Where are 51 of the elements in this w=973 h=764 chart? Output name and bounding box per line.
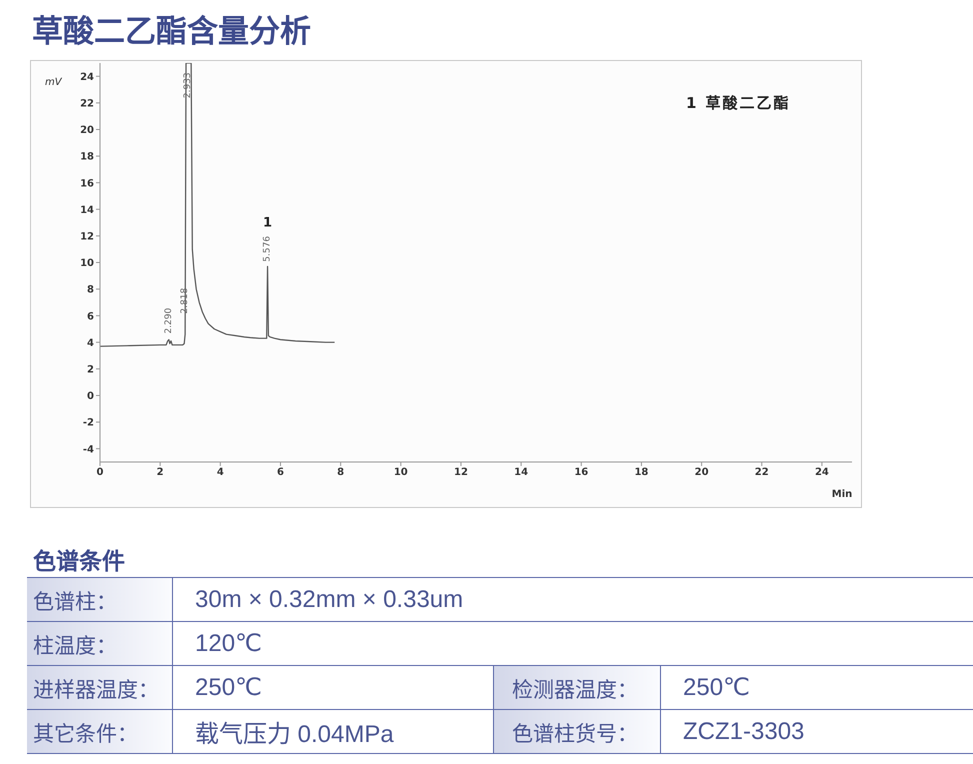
text: 载气压力 0.04MPa [195,720,394,749]
x-tick-label: 14 [514,467,528,478]
x-axis-title: Min [832,489,852,500]
line-series [100,63,336,347]
x-tick-label: 12 [454,467,468,478]
y-tick-label: 20 [80,125,94,136]
annotation: 2.933 [183,72,194,98]
text: 250℃ [683,673,750,702]
text: ZCZ1-3303 [683,718,804,746]
y-tick-label: 10 [80,258,94,270]
y-tick-label: 14 [80,204,94,216]
y-tick-label: -2 [82,418,94,429]
y-tick-label: 2 [87,364,94,376]
chart-title: 草酸二乙酯含量分析 [32,14,311,50]
y-tick-label: 16 [80,178,94,190]
x-tick-label: 16 [574,467,588,478]
text: 其它条件： [33,720,138,746]
annotation: 5.576 [262,236,273,262]
x-tick-label: 4 [216,467,224,478]
x-tick-label: 0 [96,467,104,478]
y-tick-label: 22 [80,98,94,110]
text: 检测器温度： [512,676,638,702]
text: 进样器温度： [33,676,159,702]
text: 120℃ [195,629,262,658]
x-tick-label: 6 [276,467,284,478]
y-tick-label: 24 [80,72,94,83]
y-tick-label: 12 [80,231,94,242]
annotation: 1 [263,214,272,230]
x-tick-label: 22 [754,467,769,478]
text: 柱温度： [33,632,117,658]
y-tick-label: 0 [87,391,94,402]
text: 色谱条件 [33,549,125,575]
text: 250℃ [195,673,262,702]
x-tick-label: 2 [156,467,164,478]
y-tick-label: 6 [87,311,94,322]
y-tick-label: -4 [82,444,94,456]
x-tick-label: 8 [337,467,344,478]
annotation: 2.290 [164,308,174,334]
text: 色谱柱： [33,588,117,614]
x-tick-label: 10 [394,467,408,478]
y-axis-title: mV [45,77,63,88]
annotation: 1 草酸二乙酯 [686,94,791,112]
y-tick-label: 8 [87,284,94,296]
text: 30m × 0.32mm × 0.33um [195,586,464,614]
x-tick-label: 20 [694,467,709,478]
x-tick-label: 24 [814,467,829,478]
y-tick-label: 4 [87,338,94,349]
annotation: 2.818 [180,288,190,314]
text: 色谱柱货号： [512,720,638,746]
y-tick-label: 18 [80,152,94,163]
x-tick-label: 18 [634,467,648,478]
